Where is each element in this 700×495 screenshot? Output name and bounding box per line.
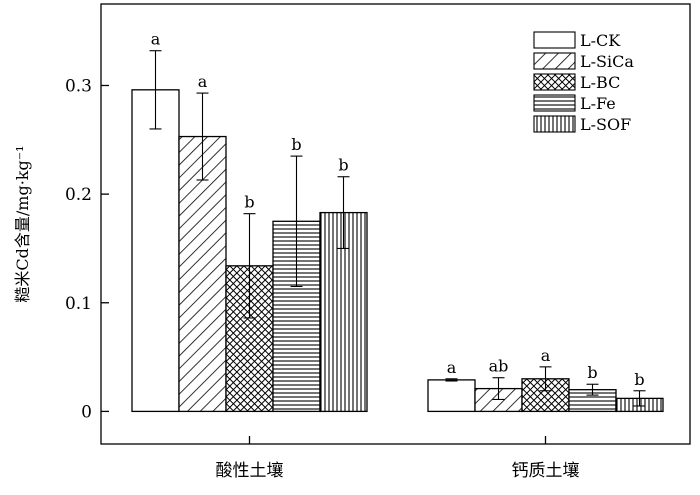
x-category-label: 钙质土壤 (512, 460, 580, 481)
bar (131, 89, 180, 413)
plot-frame (100, 3, 691, 445)
legend-swatch (533, 115, 576, 133)
legend-label: L-SOF (580, 115, 631, 134)
legend-swatch (533, 94, 576, 112)
significance-label: b (634, 370, 644, 389)
y-tick-label: 0.1 (65, 294, 92, 314)
legend: L-CK L-SiCa L-BC L-Fe L-SOF (533, 31, 634, 134)
legend-label: L-BC (580, 73, 620, 92)
significance-label: a (151, 30, 161, 49)
significance-label: b (291, 135, 301, 154)
significance-label: a (198, 72, 208, 91)
x-category-label: 酸性土壤 (216, 460, 284, 481)
bar (427, 379, 476, 413)
significance-label: b (587, 363, 597, 382)
y-tick-label: 0.3 (65, 76, 92, 96)
y-tick-label: 0.2 (65, 185, 92, 205)
legend-label: L-SiCa (580, 52, 634, 71)
significance-label: ab (489, 357, 509, 376)
legend-label: L-CK (580, 31, 621, 50)
significance-label: b (338, 156, 348, 175)
significance-label: a (541, 346, 551, 365)
significance-label: b (244, 193, 254, 212)
legend-swatch (533, 31, 576, 49)
significance-label: a (447, 358, 457, 377)
legend-swatch (533, 52, 576, 70)
y-axis-label: 糙米Cd含量/mg·kg⁻¹ (13, 145, 32, 302)
axis-layer: 0 0.1 0.2 0.3 酸性土壤 钙质土壤 (65, 76, 580, 481)
legend-label: L-Fe (580, 94, 616, 113)
legend-swatch (533, 73, 576, 91)
y-tick-label: 0 (81, 402, 92, 422)
